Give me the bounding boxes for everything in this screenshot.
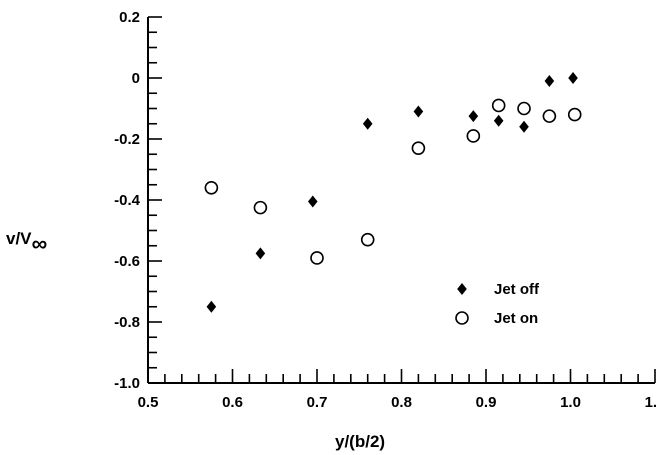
y-tick-label: 0.2 <box>119 9 140 26</box>
point-jet-on <box>517 101 531 116</box>
y-tick-label: -0.6 <box>114 253 140 270</box>
x-tick-label: 0.6 <box>222 394 243 411</box>
y-tick-label: -0.4 <box>114 192 141 209</box>
point-jet-on <box>411 141 426 155</box>
point-jet-on <box>466 129 481 143</box>
point-jet-off <box>493 114 504 127</box>
y-tick-labels: 0.2 0 -0.2 -0.4 -0.6 -0.8 -1.0 <box>114 9 141 392</box>
y-tick-label: 0 <box>132 70 140 87</box>
point-jet-off <box>519 120 529 133</box>
y-tick-label: -1.0 <box>114 375 140 392</box>
point-jet-off <box>362 117 373 130</box>
legend-marker-jet-off <box>457 283 467 295</box>
legend: Jet off Jet on <box>455 281 540 327</box>
legend-marker-jet-on <box>455 311 469 325</box>
x-tick-label: 0.9 <box>476 394 497 411</box>
point-jet-off <box>568 72 578 84</box>
point-jet-on <box>567 107 582 122</box>
x-tick-label: 1.0 <box>560 394 581 411</box>
major-ticks <box>147 16 656 384</box>
legend-item-jet-on: Jet on <box>455 310 538 327</box>
x-tick-label: 0.8 <box>391 394 412 411</box>
legend-label-jet-off: Jet off <box>494 281 540 298</box>
data-points <box>204 72 582 313</box>
minor-ticks <box>148 31 639 383</box>
x-tick-label: 0.7 <box>307 394 328 411</box>
point-jet-on <box>491 98 506 113</box>
point-jet-on <box>310 251 324 265</box>
x-tick-label: 1.1 <box>645 394 658 411</box>
point-jet-off <box>468 110 479 123</box>
point-jet-on <box>360 232 375 247</box>
legend-label-jet-on: Jet on <box>494 310 538 327</box>
point-jet-on <box>542 109 557 123</box>
point-jet-on <box>253 200 268 215</box>
point-jet-off <box>544 75 555 88</box>
point-jet-on <box>204 181 219 195</box>
x-tick-label: 0.5 <box>138 394 159 411</box>
y-axis-title-subscript: ∞ <box>32 231 48 256</box>
legend-item-jet-off: Jet off <box>457 281 540 298</box>
y-tick-label: -0.8 <box>114 314 140 331</box>
point-jet-off <box>206 300 217 313</box>
y-axis-title: v/V∞ <box>6 229 47 256</box>
x-axis-title: y/(b/2) <box>335 432 385 451</box>
x-tick-labels: 0.5 0.6 0.7 0.8 0.9 1.0 1.1 <box>138 394 658 411</box>
point-jet-off <box>307 195 318 208</box>
point-jet-off <box>413 105 424 118</box>
y-axis-title-main: v/V <box>6 229 32 248</box>
y-tick-label: -0.2 <box>114 131 140 148</box>
point-jet-off <box>255 247 266 260</box>
